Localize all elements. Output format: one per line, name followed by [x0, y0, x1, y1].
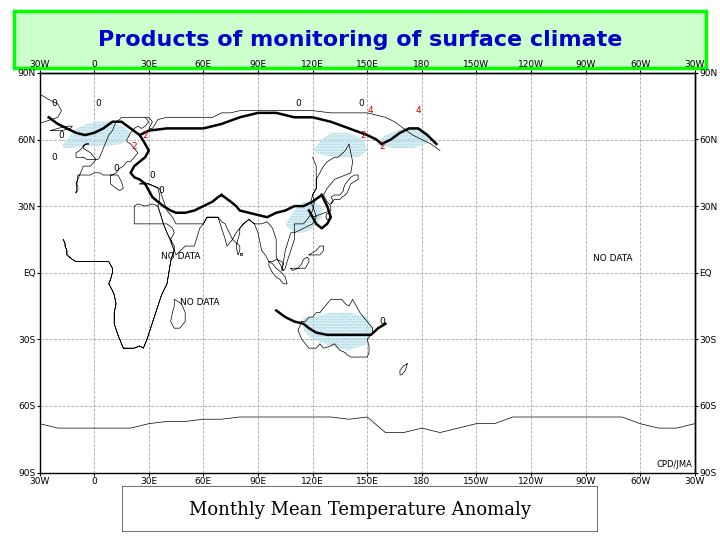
Polygon shape — [285, 201, 322, 233]
Polygon shape — [312, 133, 367, 157]
Text: CPD/JMA: CPD/JMA — [656, 460, 692, 469]
Text: 2: 2 — [143, 131, 148, 139]
Text: 0: 0 — [113, 164, 119, 173]
Text: NO DATA: NO DATA — [181, 298, 220, 307]
Text: 2: 2 — [379, 141, 384, 151]
Polygon shape — [61, 122, 130, 148]
Text: 0: 0 — [359, 99, 364, 109]
FancyBboxPatch shape — [14, 11, 706, 68]
Text: 0: 0 — [150, 171, 156, 179]
Text: 0: 0 — [51, 99, 57, 109]
Text: 0: 0 — [158, 186, 164, 195]
Text: Monthly Mean Temperature Anomaly: Monthly Mean Temperature Anomaly — [189, 501, 531, 519]
Text: 0: 0 — [295, 99, 301, 109]
Text: 2: 2 — [361, 131, 366, 139]
Text: 2: 2 — [132, 141, 137, 151]
Text: NO DATA: NO DATA — [593, 254, 633, 263]
Text: 0: 0 — [58, 131, 64, 139]
Text: Products of monitoring of surface climate: Products of monitoring of surface climat… — [98, 30, 622, 50]
Text: NO DATA: NO DATA — [161, 252, 200, 261]
Polygon shape — [304, 313, 373, 350]
Text: 0: 0 — [324, 213, 330, 222]
Text: 0: 0 — [95, 99, 101, 109]
Text: 4: 4 — [368, 106, 374, 115]
Polygon shape — [377, 129, 431, 148]
FancyBboxPatch shape — [122, 486, 598, 532]
Text: 0: 0 — [51, 153, 57, 162]
Text: 0: 0 — [379, 317, 384, 326]
Text: 4: 4 — [415, 106, 421, 115]
